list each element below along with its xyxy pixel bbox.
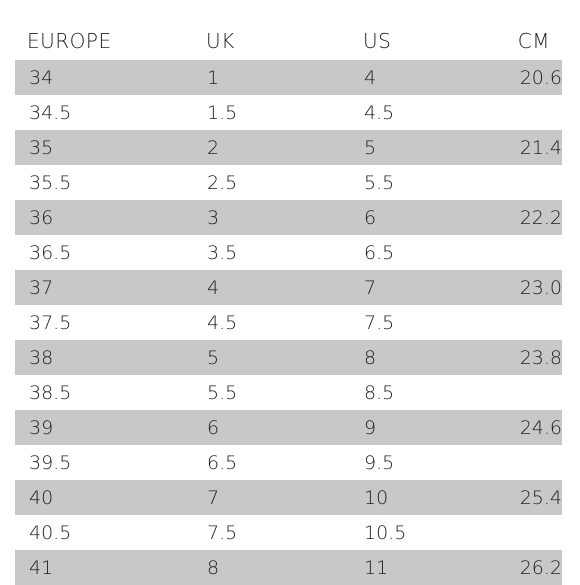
table-row: 40.5 7.5 10.5 bbox=[15, 515, 562, 550]
cell-uk: 3.5 bbox=[207, 241, 238, 264]
cell-uk: 4 bbox=[207, 276, 220, 299]
table-row: 39 6 9 24.6 bbox=[15, 410, 562, 445]
cell-europe: 34 bbox=[29, 66, 54, 89]
cell-us: 5 bbox=[364, 136, 377, 159]
table-header-row: EUROPE UK US CM bbox=[15, 22, 562, 60]
table-row: 34.5 1.5 4.5 bbox=[15, 95, 562, 130]
header-europe: EUROPE bbox=[27, 29, 112, 53]
table-row: 40 7 10 25.4 bbox=[15, 480, 562, 515]
table-row: 38.5 5.5 8.5 bbox=[15, 375, 562, 410]
cell-uk: 3 bbox=[207, 206, 220, 229]
cell-europe: 35.5 bbox=[29, 171, 72, 194]
table-row: 38 5 8 23.8 bbox=[15, 340, 562, 375]
cell-uk: 6.5 bbox=[207, 451, 238, 474]
table-row: 36 3 6 22.2 bbox=[15, 200, 562, 235]
table-row: 37 4 7 23.0 bbox=[15, 270, 562, 305]
cell-cm: 20.6 bbox=[519, 66, 562, 89]
table-row: 35.5 2.5 5.5 bbox=[15, 165, 562, 200]
size-chart-table: EUROPE UK US CM 34 1 4 20.6 34.5 1.5 4.5 35 2 5 21… bbox=[15, 22, 562, 585]
cell-us: 10.5 bbox=[364, 521, 407, 544]
cell-us: 10 bbox=[364, 486, 389, 509]
header-uk: UK bbox=[206, 29, 235, 53]
cell-uk: 5 bbox=[207, 346, 220, 369]
cell-us: 5.5 bbox=[364, 171, 395, 194]
cell-us: 11 bbox=[364, 556, 389, 579]
cell-europe: 37 bbox=[29, 276, 54, 299]
table-row: 41 8 11 26.2 bbox=[15, 550, 562, 585]
cell-us: 8 bbox=[364, 346, 377, 369]
cell-uk: 6 bbox=[207, 416, 220, 439]
cell-europe: 34.5 bbox=[29, 101, 72, 124]
table-row: 34 1 4 20.6 bbox=[15, 60, 562, 95]
cell-europe: 39.5 bbox=[29, 451, 72, 474]
cell-us: 7 bbox=[364, 276, 377, 299]
cell-europe: 41 bbox=[29, 556, 54, 579]
cell-us: 6 bbox=[364, 206, 377, 229]
cell-uk: 7 bbox=[207, 486, 220, 509]
cell-cm: 23.0 bbox=[519, 276, 562, 299]
cell-cm: 24.6 bbox=[519, 416, 562, 439]
table-row: 39.5 6.5 9.5 bbox=[15, 445, 562, 480]
cell-europe: 39 bbox=[29, 416, 54, 439]
cell-europe: 36 bbox=[29, 206, 54, 229]
cell-us: 9.5 bbox=[364, 451, 395, 474]
table-row: 37.5 4.5 7.5 bbox=[15, 305, 562, 340]
table-body: 34 1 4 20.6 34.5 1.5 4.5 35 2 5 21.4 35.5 2.5 5.5 36 3 6… bbox=[15, 60, 562, 585]
cell-uk: 1 bbox=[207, 66, 220, 89]
cell-us: 6.5 bbox=[364, 241, 395, 264]
header-cm: CM bbox=[517, 29, 550, 53]
cell-uk: 2 bbox=[207, 136, 220, 159]
cell-europe: 40.5 bbox=[29, 521, 72, 544]
cell-us: 7.5 bbox=[364, 311, 395, 334]
cell-uk: 8 bbox=[207, 556, 220, 579]
cell-us: 4.5 bbox=[364, 101, 395, 124]
table-row: 35 2 5 21.4 bbox=[15, 130, 562, 165]
cell-europe: 35 bbox=[29, 136, 54, 159]
cell-cm: 21.4 bbox=[519, 136, 562, 159]
cell-us: 4 bbox=[364, 66, 377, 89]
cell-uk: 4.5 bbox=[207, 311, 238, 334]
cell-us: 8.5 bbox=[364, 381, 395, 404]
cell-uk: 2.5 bbox=[207, 171, 238, 194]
cell-cm: 25.4 bbox=[519, 486, 562, 509]
cell-europe: 40 bbox=[29, 486, 54, 509]
table-row: 36.5 3.5 6.5 bbox=[15, 235, 562, 270]
cell-us: 9 bbox=[364, 416, 377, 439]
cell-cm: 23.8 bbox=[519, 346, 562, 369]
header-us: US bbox=[363, 29, 392, 53]
cell-europe: 36.5 bbox=[29, 241, 72, 264]
cell-europe: 37.5 bbox=[29, 311, 72, 334]
cell-europe: 38.5 bbox=[29, 381, 72, 404]
cell-uk: 5.5 bbox=[207, 381, 238, 404]
cell-cm: 26.2 bbox=[519, 556, 562, 579]
cell-cm: 22.2 bbox=[519, 206, 562, 229]
cell-uk: 1.5 bbox=[207, 101, 238, 124]
cell-uk: 7.5 bbox=[207, 521, 238, 544]
cell-europe: 38 bbox=[29, 346, 54, 369]
